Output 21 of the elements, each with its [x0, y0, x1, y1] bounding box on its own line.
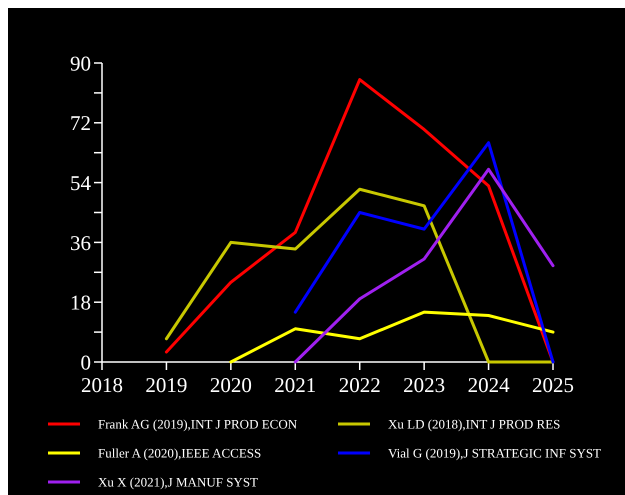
y-tick-label: 18	[70, 290, 91, 315]
x-tick-label: 2021	[274, 373, 316, 397]
y-tick-label: 90	[70, 51, 91, 76]
x-tick-label: 2023	[403, 373, 446, 397]
x-tick-label: 2018	[81, 373, 123, 397]
x-tick-label: 2019	[145, 373, 188, 397]
y-tick-label: 0	[80, 350, 91, 374]
x-tick-label: 2025	[532, 373, 574, 397]
line-series	[229, 310, 554, 364]
y-tick-label: 36	[70, 230, 91, 255]
legend-label: Frank AG (2019),INT J PROD ECON	[98, 416, 298, 432]
legend-label: Fuller A (2020),IEEE ACCESS	[98, 446, 262, 461]
x-tick-label: 2020	[210, 373, 252, 397]
x-tick-label: 2022	[338, 373, 381, 397]
y-tick-label: 72	[70, 111, 91, 136]
x-tick-label: 2024	[468, 373, 510, 397]
legend-label: Xu LD (2018),INT J PROD RES	[388, 416, 560, 432]
legend-label: Xu X (2021),J MANUF SYST	[98, 474, 258, 490]
y-tick-label: 54	[70, 170, 92, 195]
line-series	[164, 188, 554, 364]
legend-label: Vial G (2019),J STRATEGIC INF SYST	[388, 446, 602, 461]
